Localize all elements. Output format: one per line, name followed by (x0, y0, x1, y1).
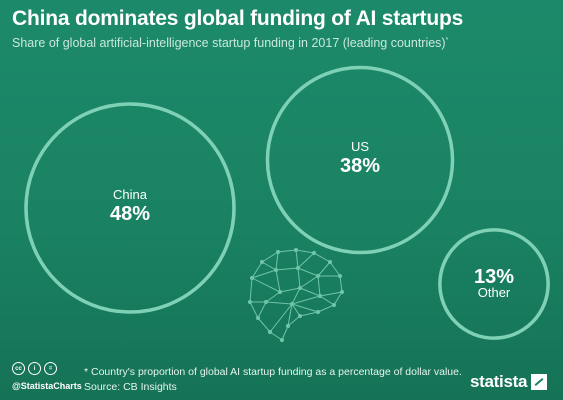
cc-icon: cc (12, 362, 25, 375)
brain-network-icon (247, 247, 345, 343)
brain-edge (257, 301, 267, 319)
brain-edge (275, 267, 299, 271)
social-handle: @StatistaCharts (12, 381, 82, 391)
brain-edge (299, 311, 319, 317)
brain-node (263, 299, 269, 305)
brain-edge (257, 317, 271, 333)
nd-icon: = (44, 362, 57, 375)
brain-edge (251, 277, 281, 293)
brain-edge (333, 291, 343, 306)
brain-node (339, 289, 345, 295)
chart-subtitle: Share of global artificial-intelligence … (12, 36, 448, 50)
brain-node (277, 289, 283, 295)
brain-edge (265, 301, 293, 305)
brain-edge (269, 331, 283, 341)
footnote: * Country's proportion of global AI star… (84, 366, 462, 378)
brain-edge (291, 303, 319, 313)
brain-node (297, 313, 303, 319)
brain-edge (295, 249, 299, 269)
brain-node (315, 273, 321, 279)
source-note: Source: CB Insights (84, 381, 177, 393)
brain-edge (317, 275, 321, 297)
brain-node (311, 250, 317, 256)
statista-logo: statista (470, 372, 548, 392)
brain-edge (275, 269, 281, 293)
bubble-china (24, 102, 236, 314)
brain-edge (287, 315, 301, 327)
bubble-value: 48% (110, 203, 150, 225)
brain-node (259, 259, 265, 265)
brain-node (289, 301, 295, 307)
bubble-value: 38% (340, 155, 380, 177)
brain-node (331, 302, 337, 308)
statista-logo-icon (531, 374, 548, 390)
brain-edge (261, 251, 279, 263)
brain-edge (291, 303, 301, 317)
brain-edge (281, 325, 289, 341)
brain-edge (249, 277, 253, 303)
brain-edge (275, 251, 279, 271)
brain-edge (277, 249, 297, 253)
brain-node (273, 267, 279, 273)
brain-edge (317, 304, 335, 313)
brain-edge (299, 287, 321, 297)
brain-node (255, 315, 261, 321)
brain-edge (251, 269, 277, 279)
bubble-label: US (351, 139, 369, 154)
brain-edge (269, 303, 293, 333)
bubble-label: China (113, 187, 148, 202)
license-icons: cc i = (12, 362, 57, 375)
brain-edge (313, 252, 331, 263)
brain-edge (319, 291, 343, 297)
brain-node (317, 293, 323, 299)
brain-edge (299, 275, 319, 289)
brand-name: statista (470, 372, 528, 391)
brain-edge (251, 261, 263, 279)
brain-edge (287, 303, 293, 327)
brain-node (295, 265, 301, 271)
brain-edge (261, 261, 277, 271)
brain-node (285, 323, 291, 329)
by-icon: i (28, 362, 41, 375)
brain-edge (329, 261, 341, 277)
brain-edge (279, 287, 301, 293)
bubble-value: 13% (474, 266, 514, 288)
bubble-us (265, 65, 455, 255)
subtitle-text: Share of global artificial-intelligence … (12, 36, 446, 50)
brain-node (279, 337, 285, 343)
brain-edge (291, 287, 301, 305)
brain-node (337, 273, 343, 279)
brain-node (275, 249, 281, 255)
brain-node (297, 285, 303, 291)
brain-node (327, 259, 333, 265)
brain-edge (291, 295, 321, 305)
brain-edge (339, 275, 343, 293)
brain-edge (249, 301, 259, 319)
brain-edge (317, 261, 331, 277)
brain-node (249, 275, 255, 281)
brain-edge (319, 295, 335, 306)
brain-edge (265, 291, 281, 303)
brain-edge (297, 267, 319, 277)
bubble-label: Other (478, 285, 511, 300)
chart-title: China dominates global funding of AI sta… (12, 7, 464, 30)
subtitle-footnote-mark: * (445, 36, 449, 44)
brain-node (315, 309, 321, 315)
brain-edge (295, 249, 315, 254)
brain-node (267, 329, 273, 335)
bubble-other (438, 228, 550, 340)
brain-node (247, 299, 253, 305)
brain-edge (297, 252, 315, 269)
brain-edge (297, 267, 301, 289)
brain-node (293, 247, 299, 253)
